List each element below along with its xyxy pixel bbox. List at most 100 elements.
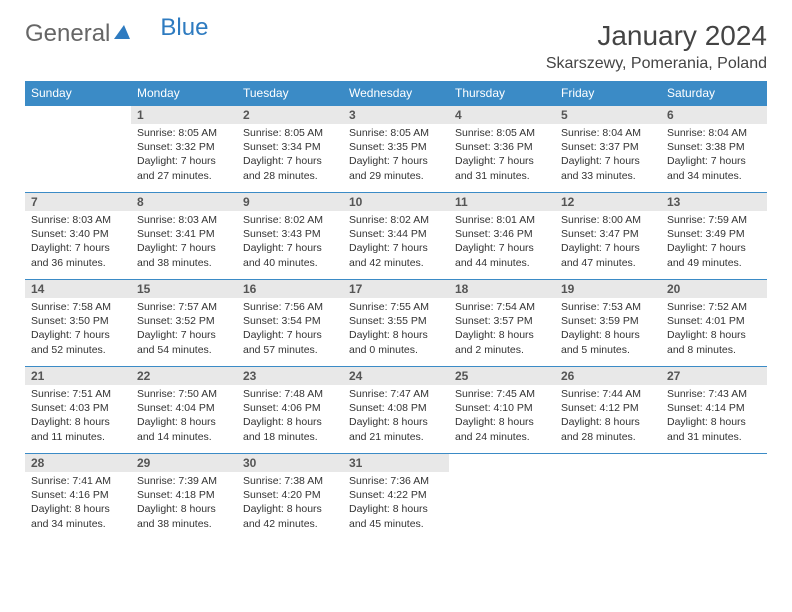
table-row: 21Sunrise: 7:51 AMSunset: 4:03 PMDayligh… [25,367,767,454]
day-details: Sunrise: 7:38 AMSunset: 4:20 PMDaylight:… [237,472,343,535]
day-number: 10 [343,193,449,211]
weekday-header: Sunday [25,81,131,106]
day-number: 4 [449,106,555,124]
day-number: 7 [25,193,131,211]
header: General Blue January 2024 Skarszewy, Pom… [25,20,767,73]
day-cell: 13Sunrise: 7:59 AMSunset: 3:49 PMDayligh… [661,193,767,280]
weekday-header: Tuesday [237,81,343,106]
day-cell: 1Sunrise: 8:05 AMSunset: 3:32 PMDaylight… [131,106,237,193]
day-number: 23 [237,367,343,385]
day-number: 14 [25,280,131,298]
day-details: Sunrise: 8:05 AMSunset: 3:34 PMDaylight:… [237,124,343,187]
day-cell: 9Sunrise: 8:02 AMSunset: 3:43 PMDaylight… [237,193,343,280]
day-cell [555,454,661,541]
day-cell: 15Sunrise: 7:57 AMSunset: 3:52 PMDayligh… [131,280,237,367]
day-cell: 16Sunrise: 7:56 AMSunset: 3:54 PMDayligh… [237,280,343,367]
day-number: 31 [343,454,449,472]
day-details: Sunrise: 8:05 AMSunset: 3:36 PMDaylight:… [449,124,555,187]
calendar-header-row: SundayMondayTuesdayWednesdayThursdayFrid… [25,81,767,106]
day-cell: 5Sunrise: 8:04 AMSunset: 3:37 PMDaylight… [555,106,661,193]
calendar-body: 1Sunrise: 8:05 AMSunset: 3:32 PMDaylight… [25,106,767,541]
day-details: Sunrise: 8:03 AMSunset: 3:41 PMDaylight:… [131,211,237,274]
table-row: 28Sunrise: 7:41 AMSunset: 4:16 PMDayligh… [25,454,767,541]
day-details: Sunrise: 7:59 AMSunset: 3:49 PMDaylight:… [661,211,767,274]
day-cell: 11Sunrise: 8:01 AMSunset: 3:46 PMDayligh… [449,193,555,280]
table-row: 7Sunrise: 8:03 AMSunset: 3:40 PMDaylight… [25,193,767,280]
day-number: 6 [661,106,767,124]
day-cell: 30Sunrise: 7:38 AMSunset: 4:20 PMDayligh… [237,454,343,541]
day-details: Sunrise: 7:52 AMSunset: 4:01 PMDaylight:… [661,298,767,361]
calendar-table: SundayMondayTuesdayWednesdayThursdayFrid… [25,81,767,540]
day-cell: 27Sunrise: 7:43 AMSunset: 4:14 PMDayligh… [661,367,767,454]
day-details: Sunrise: 7:39 AMSunset: 4:18 PMDaylight:… [131,472,237,535]
day-details: Sunrise: 8:02 AMSunset: 3:44 PMDaylight:… [343,211,449,274]
day-details: Sunrise: 7:58 AMSunset: 3:50 PMDaylight:… [25,298,131,361]
day-number: 21 [25,367,131,385]
day-cell: 28Sunrise: 7:41 AMSunset: 4:16 PMDayligh… [25,454,131,541]
logo-sail-icon [112,20,132,48]
day-details: Sunrise: 8:02 AMSunset: 3:43 PMDaylight:… [237,211,343,274]
day-details: Sunrise: 7:44 AMSunset: 4:12 PMDaylight:… [555,385,661,448]
day-number: 2 [237,106,343,124]
logo: General Blue [25,20,208,48]
day-details: Sunrise: 7:41 AMSunset: 4:16 PMDaylight:… [25,472,131,535]
day-number: 25 [449,367,555,385]
day-number: 8 [131,193,237,211]
day-cell: 19Sunrise: 7:53 AMSunset: 3:59 PMDayligh… [555,280,661,367]
day-details: Sunrise: 8:01 AMSunset: 3:46 PMDaylight:… [449,211,555,274]
day-details: Sunrise: 7:57 AMSunset: 3:52 PMDaylight:… [131,298,237,361]
day-details: Sunrise: 7:55 AMSunset: 3:55 PMDaylight:… [343,298,449,361]
day-number: 18 [449,280,555,298]
weekday-header: Saturday [661,81,767,106]
day-details: Sunrise: 7:43 AMSunset: 4:14 PMDaylight:… [661,385,767,448]
weekday-header: Wednesday [343,81,449,106]
day-number: 9 [237,193,343,211]
title-block: January 2024 Skarszewy, Pomerania, Polan… [546,20,767,73]
day-details: Sunrise: 7:36 AMSunset: 4:22 PMDaylight:… [343,472,449,535]
day-details: Sunrise: 7:53 AMSunset: 3:59 PMDaylight:… [555,298,661,361]
day-details: Sunrise: 7:56 AMSunset: 3:54 PMDaylight:… [237,298,343,361]
day-number: 20 [661,280,767,298]
day-cell: 20Sunrise: 7:52 AMSunset: 4:01 PMDayligh… [661,280,767,367]
day-number: 3 [343,106,449,124]
day-number [449,454,555,472]
day-cell: 29Sunrise: 7:39 AMSunset: 4:18 PMDayligh… [131,454,237,541]
weekday-header: Thursday [449,81,555,106]
day-cell: 8Sunrise: 8:03 AMSunset: 3:41 PMDaylight… [131,193,237,280]
day-cell: 31Sunrise: 7:36 AMSunset: 4:22 PMDayligh… [343,454,449,541]
day-number: 17 [343,280,449,298]
day-number: 12 [555,193,661,211]
day-cell: 4Sunrise: 8:05 AMSunset: 3:36 PMDaylight… [449,106,555,193]
day-details: Sunrise: 8:00 AMSunset: 3:47 PMDaylight:… [555,211,661,274]
day-cell: 2Sunrise: 8:05 AMSunset: 3:34 PMDaylight… [237,106,343,193]
day-number: 13 [661,193,767,211]
day-number: 15 [131,280,237,298]
day-number: 28 [25,454,131,472]
day-cell: 18Sunrise: 7:54 AMSunset: 3:57 PMDayligh… [449,280,555,367]
logo-text-blue: Blue [160,14,208,42]
location: Skarszewy, Pomerania, Poland [546,55,767,73]
weekday-header: Monday [131,81,237,106]
day-details: Sunrise: 8:03 AMSunset: 3:40 PMDaylight:… [25,211,131,274]
table-row: 14Sunrise: 7:58 AMSunset: 3:50 PMDayligh… [25,280,767,367]
day-cell [449,454,555,541]
day-cell: 21Sunrise: 7:51 AMSunset: 4:03 PMDayligh… [25,367,131,454]
day-details: Sunrise: 7:45 AMSunset: 4:10 PMDaylight:… [449,385,555,448]
day-number: 30 [237,454,343,472]
day-cell: 10Sunrise: 8:02 AMSunset: 3:44 PMDayligh… [343,193,449,280]
day-number: 5 [555,106,661,124]
day-number [555,454,661,472]
day-cell: 3Sunrise: 8:05 AMSunset: 3:35 PMDaylight… [343,106,449,193]
day-cell: 24Sunrise: 7:47 AMSunset: 4:08 PMDayligh… [343,367,449,454]
day-cell: 6Sunrise: 8:04 AMSunset: 3:38 PMDaylight… [661,106,767,193]
day-cell: 23Sunrise: 7:48 AMSunset: 4:06 PMDayligh… [237,367,343,454]
day-number [25,106,131,124]
table-row: 1Sunrise: 8:05 AMSunset: 3:32 PMDaylight… [25,106,767,193]
day-cell: 12Sunrise: 8:00 AMSunset: 3:47 PMDayligh… [555,193,661,280]
day-details: Sunrise: 7:47 AMSunset: 4:08 PMDaylight:… [343,385,449,448]
day-details: Sunrise: 8:05 AMSunset: 3:32 PMDaylight:… [131,124,237,187]
day-cell: 26Sunrise: 7:44 AMSunset: 4:12 PMDayligh… [555,367,661,454]
day-cell [25,106,131,193]
day-number: 11 [449,193,555,211]
day-number: 16 [237,280,343,298]
